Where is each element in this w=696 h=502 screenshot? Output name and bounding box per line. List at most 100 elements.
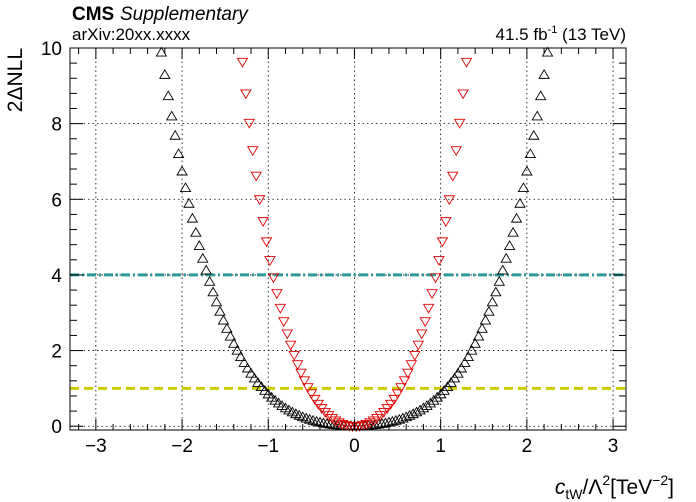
cms-header: CMS Supplementary arXiv:20xx.xxxx 41.5 f… <box>72 4 626 44</box>
supplementary-label: Supplementary <box>120 4 249 25</box>
data-point <box>538 68 550 79</box>
data-point <box>252 377 264 387</box>
data-point <box>417 402 430 413</box>
reference-lines <box>70 273 626 390</box>
axes: −3 −2 −1 0 1 2 3 0 2 4 6 8 10 <box>41 39 626 457</box>
x-axis-mid: /Λ <box>582 476 602 499</box>
x-axis-mid-exponent: 2 <box>602 472 610 488</box>
data-point <box>221 322 233 333</box>
data-point <box>271 289 283 300</box>
data-point <box>303 413 316 424</box>
data-point <box>409 350 421 361</box>
data-point <box>264 256 276 266</box>
data-point <box>457 89 469 100</box>
data-point <box>246 146 259 157</box>
data-point <box>436 237 449 248</box>
y-tick-label: 4 <box>51 266 62 287</box>
y-tick-label: 2 <box>51 342 62 363</box>
x-tick-label: −3 <box>85 436 107 457</box>
data-point <box>427 394 440 405</box>
data-point <box>238 357 250 367</box>
data-point <box>376 418 388 428</box>
data-point <box>203 275 216 286</box>
data-point <box>462 351 475 361</box>
data-point <box>431 391 444 402</box>
data-series <box>155 46 554 433</box>
x-axis-subscript: tW <box>565 486 583 502</box>
data-point <box>421 400 433 410</box>
data-point <box>196 252 209 263</box>
data-point <box>453 118 466 129</box>
x-tick-label: −2 <box>171 436 193 457</box>
data-point <box>295 368 307 379</box>
data-point <box>245 367 257 378</box>
data-point <box>531 110 543 121</box>
data-point <box>510 212 523 223</box>
experiment-label: CMS <box>72 4 114 25</box>
data-point <box>296 411 309 422</box>
data-point <box>357 421 369 431</box>
data-point <box>472 330 485 341</box>
data-point <box>524 148 537 159</box>
data-point <box>176 165 188 176</box>
data-point <box>241 362 254 373</box>
data-point <box>274 303 287 314</box>
data-point <box>381 404 394 415</box>
data-point <box>433 256 445 266</box>
data-point <box>217 314 230 325</box>
data-point <box>248 372 261 383</box>
grid-lines <box>70 47 626 430</box>
data-point <box>310 415 323 426</box>
data-point <box>293 409 306 420</box>
data-point <box>319 407 331 418</box>
data-point <box>379 417 392 428</box>
data-point <box>459 357 471 367</box>
data-point <box>440 217 452 228</box>
data-point <box>269 394 281 405</box>
data-point <box>243 118 256 129</box>
data-point <box>190 226 202 237</box>
data-point <box>207 286 219 297</box>
data-point <box>321 418 333 428</box>
data-point <box>469 337 481 348</box>
data-point <box>415 329 428 340</box>
data-point <box>424 397 437 408</box>
data-point <box>224 330 237 341</box>
data-point <box>240 89 252 100</box>
x-tick-label: 2 <box>522 436 533 457</box>
data-point <box>290 408 302 419</box>
data-point <box>398 376 411 387</box>
data-point <box>503 240 516 250</box>
data-point <box>210 296 223 307</box>
data-point <box>412 340 425 351</box>
data-point <box>419 317 431 328</box>
data-point <box>390 414 402 425</box>
data-point <box>465 344 478 355</box>
reference-label: arXiv:20xx.xxxx <box>72 25 191 44</box>
data-point <box>514 197 526 208</box>
x-axis-unit-open: [TeV <box>610 476 652 499</box>
data-point <box>336 419 349 430</box>
luminosity-label: 41.5 fb-1 (13 TeV) <box>496 24 626 44</box>
data-point <box>284 340 297 351</box>
data-point <box>541 46 554 57</box>
data-point <box>517 182 530 193</box>
data-point <box>169 129 181 140</box>
data-point <box>186 212 199 223</box>
data-point <box>384 399 397 410</box>
data-point <box>183 197 195 208</box>
plot-frame <box>69 47 627 431</box>
data-point <box>507 226 519 237</box>
data-point <box>162 90 175 101</box>
y-tick-label: 10 <box>41 39 62 60</box>
data-point <box>446 171 459 182</box>
data-point <box>460 57 473 68</box>
x-tick-label: 0 <box>349 436 360 457</box>
data-point <box>479 314 492 325</box>
data-point <box>395 383 407 394</box>
data-point <box>300 412 312 423</box>
data-point <box>483 305 495 316</box>
data-point <box>165 110 178 121</box>
data-point <box>298 376 311 387</box>
